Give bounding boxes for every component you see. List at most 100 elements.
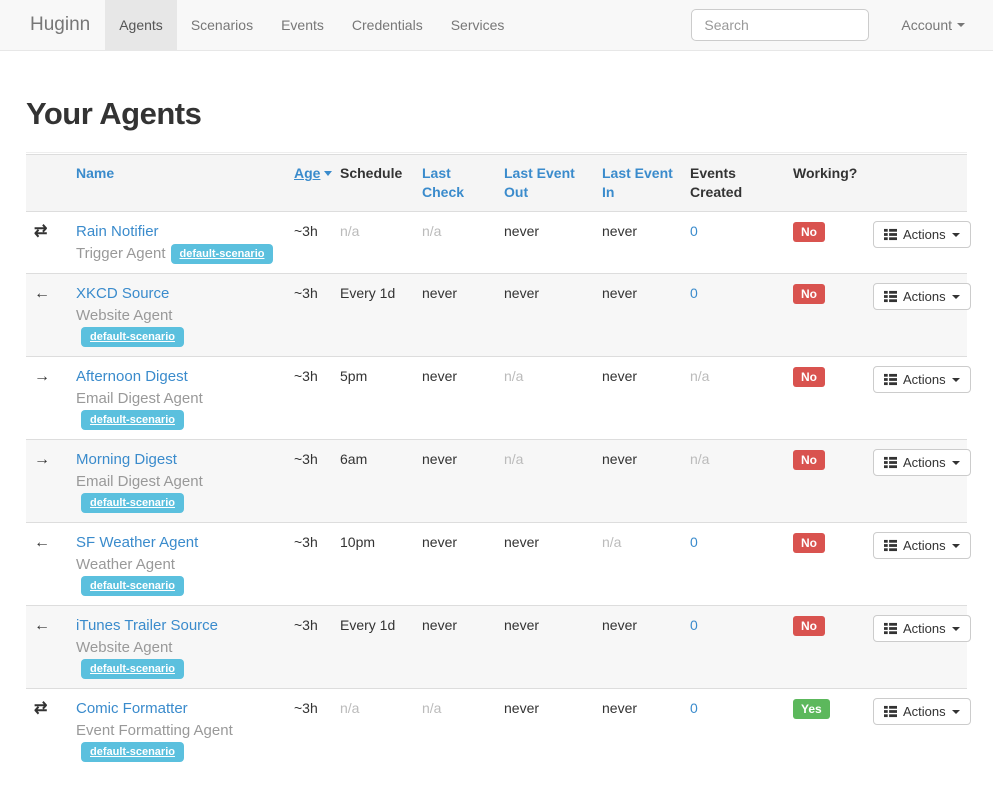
event-count-link[interactable]: 0 xyxy=(690,700,698,716)
working-badge: No xyxy=(793,222,825,242)
column-header-working: Working? xyxy=(785,154,865,212)
icon-column-header xyxy=(26,154,68,212)
actions-button[interactable]: Actions xyxy=(873,532,971,559)
agent-name-link[interactable]: SF Weather Agent xyxy=(76,534,199,551)
actions-button[interactable]: Actions xyxy=(873,449,971,476)
main-content: Your Agents Name Age Schedule Last Check Las… xyxy=(0,96,993,801)
sort-link-last-event-in[interactable]: Last Event In xyxy=(602,165,673,200)
schedule-cell: 6am xyxy=(332,439,414,523)
agent-name-link[interactable]: Afternoon Digest xyxy=(76,368,188,385)
navbar-right: Account xyxy=(691,0,993,50)
nav-item-credentials[interactable]: Credentials xyxy=(351,17,423,33)
actions-button[interactable]: Actions xyxy=(873,698,971,725)
list-icon xyxy=(884,622,897,635)
last-check-cell: never xyxy=(414,356,496,440)
last-check-cell: n/a xyxy=(414,211,496,274)
working-badge: No xyxy=(793,450,825,470)
agent-type-label: Website Agent xyxy=(76,307,173,324)
actions-button[interactable]: Actions xyxy=(873,615,971,642)
event-count-link[interactable]: 0 xyxy=(690,534,698,550)
working-badge: No xyxy=(793,533,825,553)
sort-link-age[interactable]: Age xyxy=(294,165,321,181)
scenario-badge[interactable]: default-scenario xyxy=(81,327,184,347)
agent-name-link[interactable]: XKCD Source xyxy=(76,285,170,302)
agent-name-link[interactable]: Rain Notifier xyxy=(76,223,159,240)
main-nav: Agents Scenarios Events Credentials Services xyxy=(105,0,518,50)
list-icon xyxy=(884,705,897,718)
brand-link[interactable]: Huginn xyxy=(30,14,91,35)
event-count-link[interactable]: 0 xyxy=(690,285,698,301)
list-icon xyxy=(884,539,897,552)
actions-button-label: Actions xyxy=(903,455,946,470)
scenario-badge[interactable]: default-scenario xyxy=(170,244,274,264)
nav-item-agents[interactable]: Agents xyxy=(105,0,177,50)
table-header-row: Name Age Schedule Last Check Last Event Out L… xyxy=(26,154,967,212)
nav-item-scenarios[interactable]: Scenarios xyxy=(190,17,254,33)
event-count-link[interactable]: 0 xyxy=(690,617,698,633)
scenario-badge[interactable]: default-scenario xyxy=(81,410,184,430)
actions-button-label: Actions xyxy=(903,372,946,387)
chevron-down-icon xyxy=(951,377,960,382)
actions-button-label: Actions xyxy=(903,704,946,719)
agents-table: Name Age Schedule Last Check Last Event Out L… xyxy=(26,154,971,771)
actions-button[interactable]: Actions xyxy=(873,366,971,393)
agent-name-link[interactable]: Morning Digest xyxy=(76,451,177,468)
column-header-events-created: Events Created xyxy=(682,154,785,212)
chevron-down-icon xyxy=(951,543,960,548)
column-header-schedule: Schedule xyxy=(332,154,414,212)
actions-button-label: Actions xyxy=(903,621,946,636)
last-check-cell: never xyxy=(414,522,496,606)
working-badge: No xyxy=(793,367,825,387)
search-input[interactable] xyxy=(691,9,870,41)
actions-button[interactable]: Actions xyxy=(873,221,971,248)
nav-item-services[interactable]: Services xyxy=(450,17,505,33)
list-icon xyxy=(884,456,897,469)
arrow-left-icon: ← xyxy=(34,285,50,302)
sort-link-name[interactable]: Name xyxy=(76,165,115,181)
working-badge: Yes xyxy=(793,699,830,719)
age-cell: ~3h xyxy=(286,273,332,357)
last-event-out-cell: never xyxy=(496,211,594,274)
actions-button-label: Actions xyxy=(903,227,946,242)
chevron-down-icon xyxy=(951,626,960,631)
age-cell: ~3h xyxy=(286,211,332,274)
last-event-in-cell: never xyxy=(594,688,682,771)
nav-item-events[interactable]: Events xyxy=(281,17,324,33)
age-cell: ~3h xyxy=(286,522,332,606)
scenario-badge[interactable]: default-scenario xyxy=(81,659,184,679)
agent-row: → Afternoon Digest Email Digest Agent def… xyxy=(26,356,971,440)
title-divider xyxy=(26,152,967,153)
schedule-cell: n/a xyxy=(332,211,414,274)
sort-desc-caret-icon xyxy=(324,170,333,176)
agent-row: ← iTunes Trailer Source Website Agent def… xyxy=(26,605,971,689)
agent-name-link[interactable]: iTunes Trailer Source xyxy=(76,617,219,634)
agent-name-link[interactable]: Comic Formatter xyxy=(76,700,188,717)
event-count-link[interactable]: 0 xyxy=(690,223,698,239)
scenario-badge[interactable]: default-scenario xyxy=(81,493,184,513)
last-event-out-cell: never xyxy=(496,273,594,357)
scenario-badge[interactable]: default-scenario xyxy=(81,576,184,596)
account-menu[interactable]: Account xyxy=(886,2,980,48)
actions-button-label: Actions xyxy=(903,289,946,304)
agent-type-label: Email Digest Agent xyxy=(76,390,203,407)
arrow-right-icon: → xyxy=(34,451,50,468)
schedule-cell: n/a xyxy=(332,688,414,771)
sort-link-last-event-out[interactable]: Last Event Out xyxy=(504,165,575,200)
age-cell: ~3h xyxy=(286,356,332,440)
last-event-out-cell: never xyxy=(496,522,594,606)
column-header-name: Name xyxy=(68,154,286,212)
events-created-cell: 0 xyxy=(682,211,785,274)
sort-link-last-check[interactable]: Last Check xyxy=(422,165,465,200)
last-event-in-cell: never xyxy=(594,356,682,440)
agent-row: ⇄ Rain Notifier Trigger Agent default-sce… xyxy=(26,211,971,274)
column-header-last-event-in: Last Event In xyxy=(594,154,682,212)
actions-button[interactable]: Actions xyxy=(873,283,971,310)
scenario-badge[interactable]: default-scenario xyxy=(81,742,184,762)
last-event-in-cell: n/a xyxy=(594,522,682,606)
last-event-in-cell: never xyxy=(594,273,682,357)
age-cell: ~3h xyxy=(286,688,332,771)
actions-button-label: Actions xyxy=(903,538,946,553)
events-created-cell: 0 xyxy=(682,605,785,689)
chevron-down-icon xyxy=(957,23,965,27)
arrow-left-icon: ← xyxy=(34,534,50,551)
